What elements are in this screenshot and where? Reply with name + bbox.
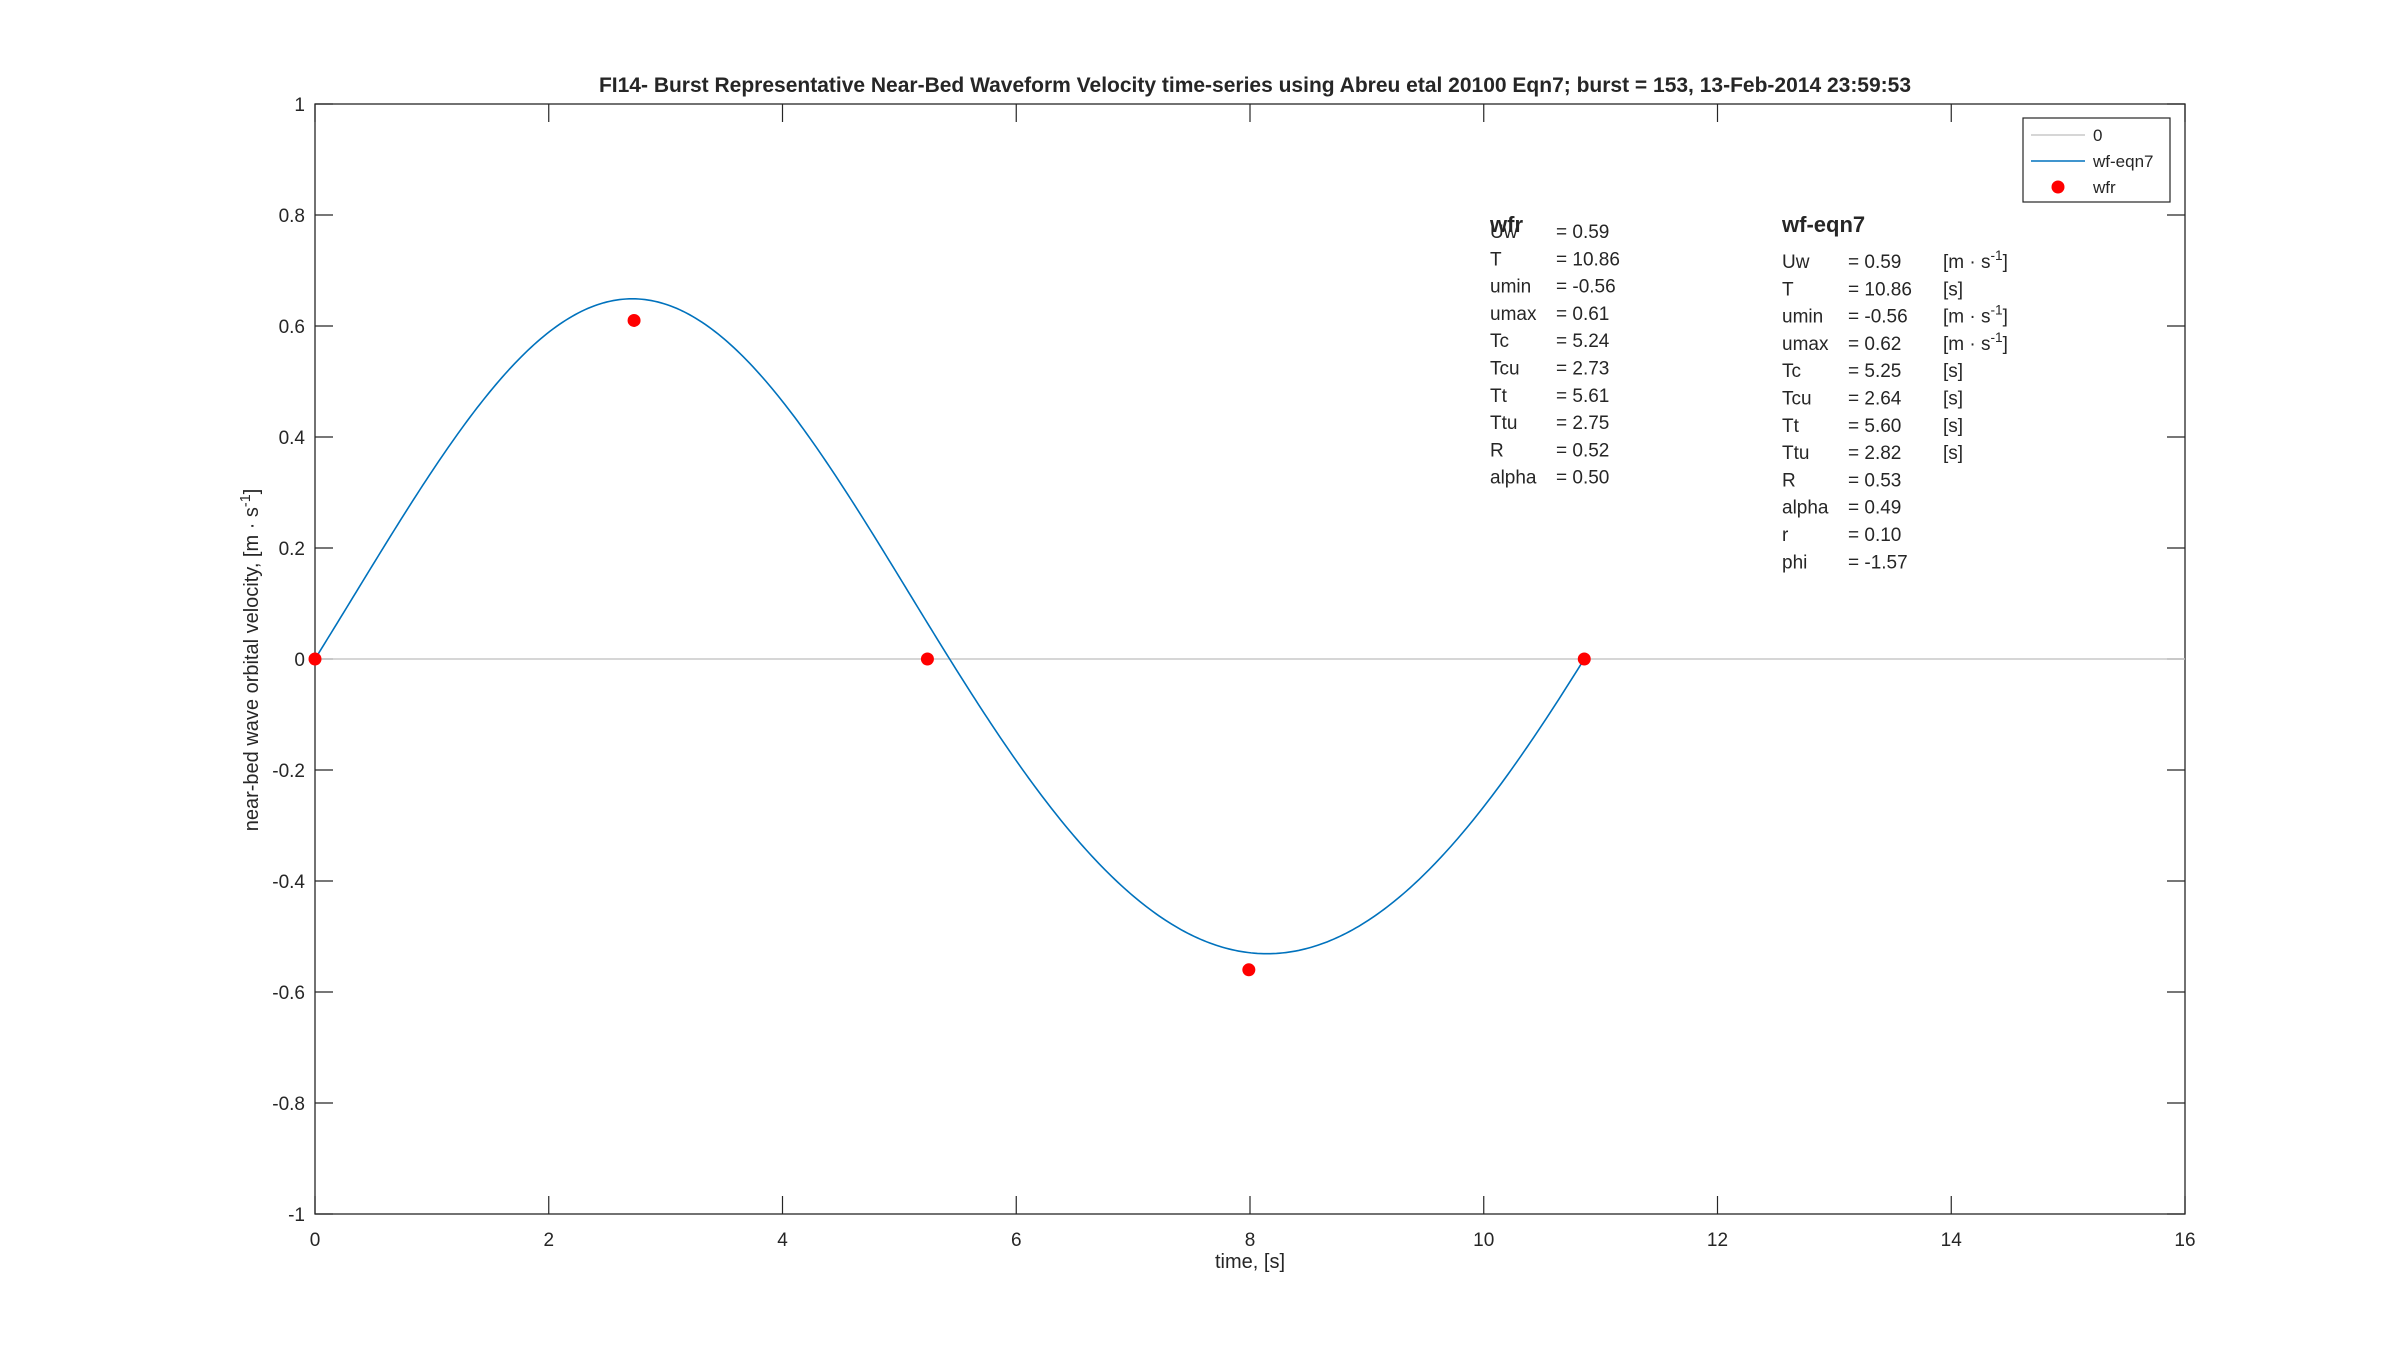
y-tick-label: -0.8 [272,1094,305,1115]
wfr-point [920,652,934,666]
annotation-value: = 5.60 [1848,416,1901,437]
annotation-value: = 2.75 [1556,413,1609,434]
y-tick-label: 0.4 [279,428,306,449]
annotation-value: = 5.24 [1556,331,1610,352]
annotation-key: Ttu [1782,443,1809,464]
x-tick-label: 2 [543,1230,554,1251]
annotation-value: = 0.52 [1556,440,1609,461]
wfr-markers [308,313,1591,977]
annotation-key: T [1490,249,1502,270]
annotation-value: = 10.86 [1848,279,1912,300]
legend-label: wfr [2092,178,2116,197]
annotation-value: = 0.53 [1848,470,1901,491]
wfr-point [308,652,322,666]
annotation-value: = 0.49 [1848,498,1901,519]
annotation-value: = 2.64 [1848,389,1902,410]
annotation-value: = 0.61 [1556,304,1609,325]
annotation-unit: [m · s-1] [1943,330,2008,355]
annotation-heading: wf-eqn7 [1781,212,1865,237]
annotation-unit: [s] [1943,389,1963,410]
x-tick-label: 10 [1473,1230,1494,1251]
annotation-unit: [s] [1943,443,1963,464]
wfr-point [627,313,641,327]
annotation-value: = 0.10 [1848,525,1901,546]
annotation-key: Tt [1782,416,1800,437]
y-tick-label: 1 [294,95,305,116]
annotation-value: = -0.56 [1556,277,1616,298]
y-tick-label: 0.8 [279,206,305,227]
annotation-value: = -0.56 [1848,307,1908,328]
annotation-value: = 0.59 [1848,252,1901,273]
annotation-value: = 5.61 [1556,386,1609,407]
legend-label: 0 [2093,126,2102,145]
legend-label: wf-eqn7 [2092,152,2153,171]
annotation-value: = -1.57 [1848,552,1908,573]
annotation-unit: [s] [1943,279,1963,300]
y-tick-label: -1 [288,1205,305,1226]
annotation-key: R [1782,470,1796,491]
annotation-unit: [m · s-1] [1943,248,2008,273]
annotation-key: umax [1490,304,1537,325]
axis-ticks [314,103,2186,1215]
annotation-key: phi [1782,552,1807,573]
wfr-point [1242,963,1256,977]
annotation-key: Uw [1490,222,1518,243]
x-tick-label: 6 [1011,1230,1022,1251]
y-tick-label: 0 [294,650,305,671]
annotation-value: = 0.50 [1556,468,1609,489]
annotation-value: = 2.73 [1556,359,1609,380]
annotation-value: = 10.86 [1556,249,1620,270]
annotation-key: Tc [1782,361,1801,382]
annotation-unit: [s] [1943,361,1963,382]
wf-eqn7-line [314,297,1585,955]
x-tick-label: 0 [310,1230,321,1251]
annotation-key: r [1782,525,1789,546]
x-tick-label: 16 [2174,1230,2195,1251]
x-axis-label: time, [s] [1215,1251,1285,1273]
y-tick-label: -0.2 [272,761,305,782]
annotation-unit: [s] [1943,416,1963,437]
x-tick-label: 12 [1707,1230,1728,1251]
annotation-key: Uw [1782,252,1810,273]
annotation-heading: wfr [1489,212,1523,237]
annotation-key: Tcu [1490,359,1520,380]
annotation-value: = 0.62 [1848,334,1901,355]
x-tick-label: 4 [777,1230,788,1251]
y-tick-label: -0.6 [272,983,305,1004]
x-tick-labels: 0 2 4 6 8 10 12 14 16 [310,1230,2196,1251]
y-tick-labels: 1 0.8 0.6 0.4 0.2 0 -0.2 -0.4 -0.6 -0.8 -1 [272,95,305,1226]
y-axis-label: near-bed wave orbital velocity, [m · s-1… [238,489,263,832]
annotation-key: umin [1782,307,1823,328]
annotation-unit: [m · s-1] [1943,303,2008,328]
legend-box [2022,117,2171,203]
annotation-key: umax [1782,334,1829,355]
legend-swatch [2051,180,2065,194]
y-tick-label: 0.6 [279,317,305,338]
annotation-key: alpha [1782,498,1829,519]
x-tick-label: 8 [1245,1230,1256,1251]
annotation-value: = 0.59 [1556,222,1609,243]
annotation-key: umin [1490,277,1531,298]
legend: 0 wf-eqn7 wfr [2022,117,2171,203]
x-tick-label: 14 [1941,1230,1963,1251]
wfr-point [1577,652,1591,666]
series-group [314,297,2185,955]
chart-title: FI14- Burst Representative Near-Bed Wave… [599,74,1911,97]
annotation-key: alpha [1490,468,1537,489]
annotation-key: R [1490,440,1504,461]
y-tick-label: 0.2 [279,539,305,560]
annotation-value: = 5.25 [1848,361,1901,382]
y-tick-label: -0.4 [272,872,305,893]
annotation-key: Tc [1490,331,1509,352]
annotation-value: = 2.82 [1848,443,1901,464]
annotation-key: T [1782,279,1794,300]
annotation-key: Tcu [1782,389,1812,410]
annotation-key: Ttu [1490,413,1517,434]
annotation-key: Tt [1490,386,1508,407]
